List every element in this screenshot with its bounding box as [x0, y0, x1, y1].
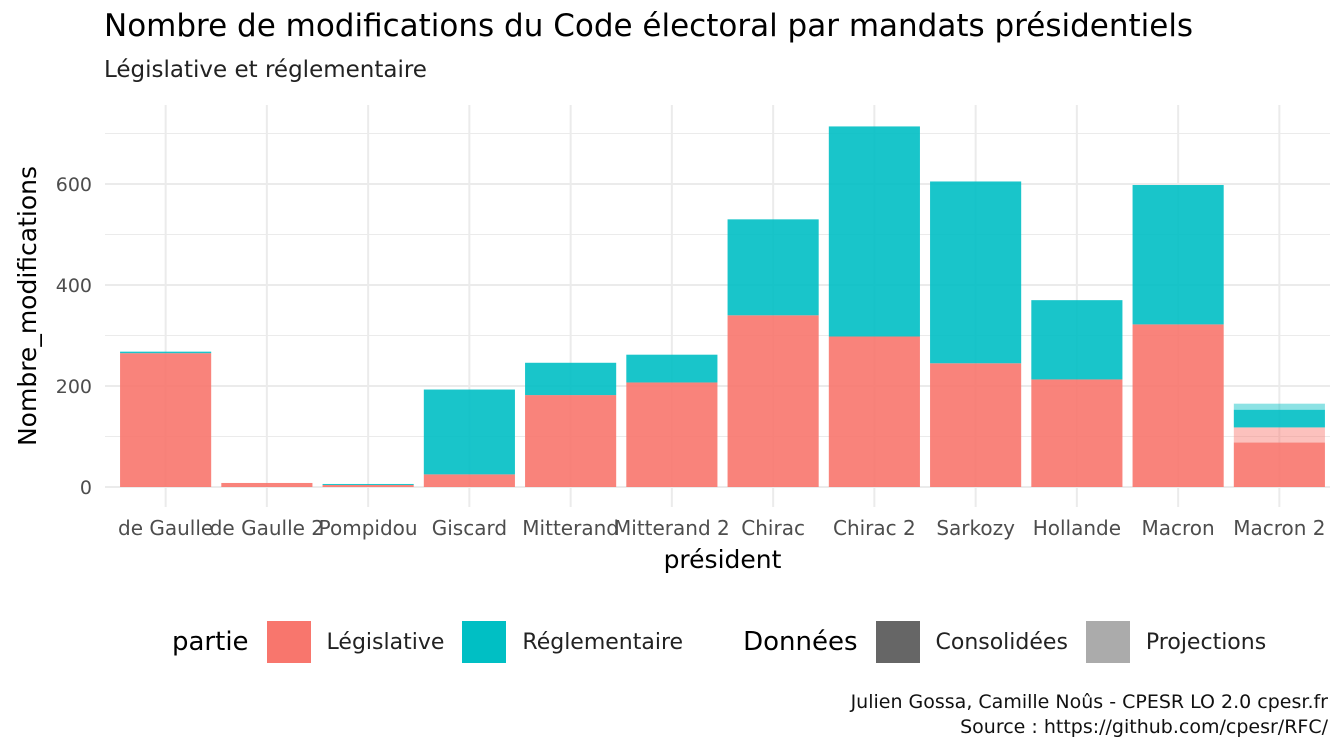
bar-giscard-series-1	[423, 389, 515, 475]
bar-macron-2-series-0	[1233, 442, 1325, 487]
caption-authors: Julien Gossa, Camille Noûs - CPESR LO 2.…	[850, 691, 1328, 713]
x-tick-label: Pompidou	[319, 516, 418, 540]
legend-partie-title: partie	[172, 627, 249, 657]
x-tick-label: de Gaulle	[118, 516, 213, 540]
legend-label-reglementaire: Réglementaire	[522, 629, 684, 655]
x-tick-label: Mitterand	[522, 516, 619, 540]
bar-chirac-series-0	[727, 315, 819, 487]
y-axis-title: Nombre_modifications	[13, 166, 42, 446]
legend: partie Législative Réglementaire Données…	[172, 620, 1284, 664]
legend-label-projections: Projections	[1145, 629, 1267, 655]
bar-chirac-2-series-0	[828, 336, 920, 487]
bar-giscard-series-0	[423, 474, 515, 487]
bar-pompidou-series-0	[322, 484, 414, 487]
y-tick-label: 200	[56, 376, 92, 398]
x-tick-label: de Gaulle 2	[210, 516, 324, 540]
bar-mitterand-series-0	[525, 395, 617, 487]
bar-mitterand-series-1	[525, 362, 617, 396]
legend-label-consolidees: Consolidées	[935, 629, 1068, 655]
legend-key-reglementaire	[462, 621, 507, 663]
x-tick-label: Macron 2	[1233, 516, 1325, 540]
chart-subtitle: Législative et réglementaire	[104, 57, 427, 83]
x-tick-label: Macron	[1142, 516, 1215, 540]
bar-pompidou-series-1	[322, 483, 414, 485]
bar-hollande-series-0	[1031, 379, 1123, 487]
legend-key-projections	[1085, 621, 1130, 663]
x-axis-title: président	[664, 545, 782, 574]
bar-macron-series-1	[1132, 185, 1224, 325]
chart-title: Nombre de modifications du Code électora…	[104, 8, 1194, 44]
x-tick-label: Chirac	[741, 516, 805, 540]
bar-macron-2-series-4	[1233, 403, 1325, 410]
legend-label-legislative: Législative	[326, 629, 445, 655]
bar-macron-2-series-2	[1233, 427, 1325, 443]
caption: Julien Gossa, Camille Noûs - CPESR LO 2.…	[851, 690, 1328, 740]
x-tick-label: Giscard	[432, 516, 507, 540]
bar-macron-series-0	[1132, 324, 1224, 487]
bar-mitterand-2-series-0	[626, 382, 718, 487]
x-tick-label: Sarkozy	[936, 516, 1015, 540]
bar-macron-2-series-3	[1233, 409, 1325, 428]
bar-chirac-series-1	[727, 219, 819, 316]
x-tick-label: Hollande	[1033, 516, 1121, 540]
y-tick-label: 400	[56, 275, 92, 297]
legend-key-consolidees	[875, 621, 920, 663]
bar-de-gaulle-series-0	[120, 353, 212, 487]
x-tick-label: Chirac 2	[833, 516, 916, 540]
bar-de-gaulle-2-series-0	[221, 482, 313, 487]
bar-mitterand-2-series-1	[626, 354, 718, 383]
legend-key-legislative	[266, 621, 311, 663]
bar-sarkozy-series-1	[930, 181, 1022, 364]
bar-chirac-2-series-1	[828, 126, 920, 337]
y-tick-label: 600	[56, 174, 92, 196]
bar-sarkozy-series-0	[930, 363, 1022, 487]
y-tick-label: 0	[80, 477, 92, 499]
x-tick-label: Mitterand 2	[614, 516, 730, 540]
bar-de-gaulle-series-1	[120, 351, 212, 354]
caption-source: Source : https://github.com/cpesr/RFC/	[960, 716, 1328, 738]
legend-donnees-title: Données	[743, 627, 858, 657]
bar-hollande-series-1	[1031, 300, 1123, 380]
